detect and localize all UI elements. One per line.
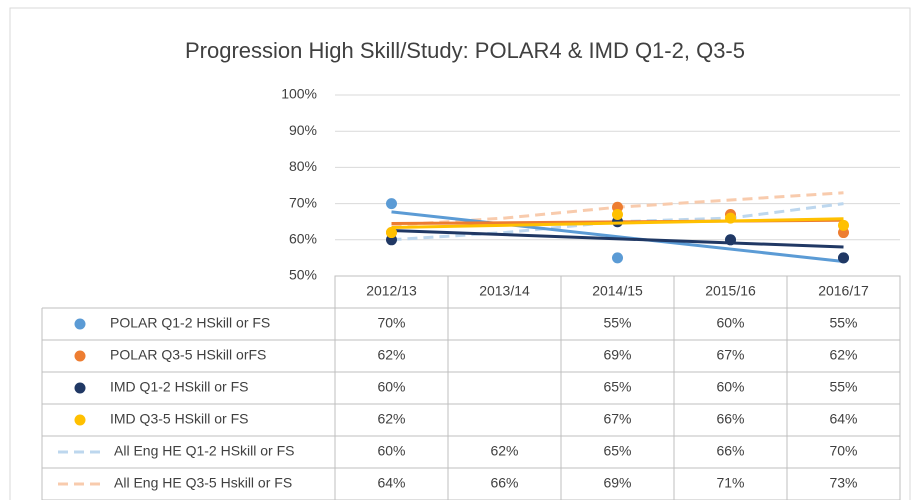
x-tick-label: 2014/15 [592, 283, 643, 299]
x-tick-label: 2016/17 [818, 283, 869, 299]
x-tick-label: 2015/16 [705, 283, 756, 299]
data-point [386, 227, 397, 239]
trendline [391, 210, 844, 264]
table-cell: 62% [377, 347, 405, 363]
data-point [612, 252, 623, 264]
table-cell: 64% [829, 411, 857, 427]
legend-label: IMD Q1-2 HSkill or FS [110, 379, 248, 395]
chart-frame [9, 7, 911, 500]
table-cell: 69% [603, 347, 631, 363]
legend-label: IMD Q3-5 HSkill or FS [110, 411, 248, 427]
table-cell: 62% [377, 411, 405, 427]
table-cell: 71% [716, 475, 744, 491]
table-cell: 60% [377, 443, 405, 459]
table-cell: 65% [603, 379, 631, 395]
legend-swatch [74, 382, 86, 394]
table-cell: 66% [490, 475, 518, 491]
y-tick-label: 100% [281, 86, 317, 102]
legend-swatch [74, 414, 86, 426]
table-cell: 66% [716, 411, 744, 427]
table-cell: 70% [377, 315, 405, 331]
table-cell: 65% [603, 443, 631, 459]
data-point [725, 234, 736, 246]
y-tick-label: 60% [289, 231, 317, 247]
y-tick-label: 80% [289, 158, 317, 174]
y-tick-label: 70% [289, 194, 317, 210]
legend-label: POLAR Q3-5 HSkill orFS [110, 347, 266, 363]
y-tick-label: 90% [289, 122, 317, 138]
x-tick-label: 2013/14 [479, 283, 530, 299]
table-cell: 55% [603, 315, 631, 331]
table-cell: 64% [377, 475, 405, 491]
data-point [838, 252, 849, 264]
legend-swatch [74, 350, 86, 362]
table-cell: 67% [603, 411, 631, 427]
table-cell: 67% [716, 347, 744, 363]
x-tick-label: 2012/13 [366, 283, 417, 299]
table-cell: 62% [490, 443, 518, 459]
table-cell: 55% [829, 379, 857, 395]
legend-label: POLAR Q1-2 HSkill or FS [110, 315, 270, 331]
data-point [386, 198, 397, 210]
trendline [391, 217, 844, 229]
table-cell: 73% [829, 475, 857, 491]
legend-label: All Eng HE Q1-2 HSkill or FS [114, 443, 295, 459]
table-cell: 55% [829, 315, 857, 331]
legend-swatch [74, 318, 86, 330]
table-cell: 62% [829, 347, 857, 363]
table-cell: 60% [377, 379, 405, 395]
table-cell: 69% [603, 475, 631, 491]
trendline [391, 228, 844, 249]
table-cell: 60% [716, 379, 744, 395]
data-point [612, 208, 623, 220]
table-cell: 60% [716, 315, 744, 331]
y-tick-label: 50% [289, 267, 317, 283]
legend-label: All Eng HE Q3-5 Hskill or FS [114, 475, 292, 491]
chart-title: Progression High Skill/Study: POLAR4 & I… [185, 38, 745, 63]
table-cell: 66% [716, 443, 744, 459]
table-cell: 70% [829, 443, 857, 459]
data-point [838, 219, 849, 231]
data-point [725, 212, 736, 224]
